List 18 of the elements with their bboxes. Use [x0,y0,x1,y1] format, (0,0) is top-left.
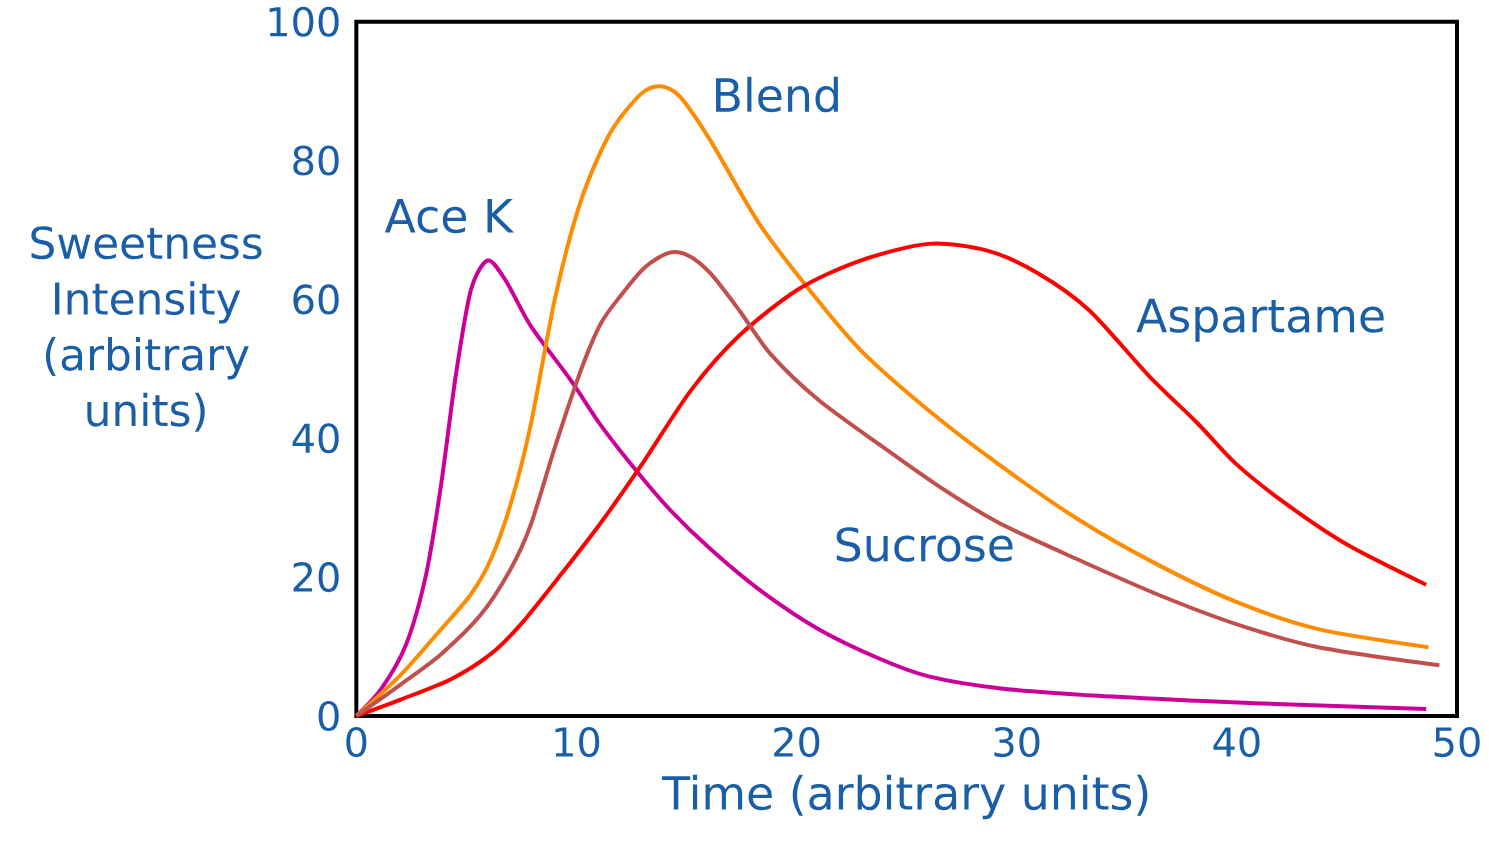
y-axis-title: Sweetness Intensity (arbitrary units) [31,225,262,432]
y-tick-label: 100 [269,6,339,37]
series-label: Aspartame [1136,298,1384,342]
x-tick-label: 20 [774,726,820,757]
series-label: Ace K [384,198,515,233]
y-tick-label: 0 [318,700,339,731]
y-tick-label: 80 [293,145,339,176]
x-tick-label: 30 [994,726,1040,757]
x-tick-label: 50 [1434,726,1480,757]
series-label: Sucrose [836,526,1013,562]
x-tick-label: 40 [1213,726,1260,757]
x-tick-label: 10 [555,726,600,757]
x-axis-title: Time (arbitrary units) [661,774,1148,819]
y-tick-label: 60 [293,284,339,315]
y-tick-label: 40 [292,422,339,454]
series-label: Blend [716,76,838,113]
y-tick-label: 20 [293,561,339,592]
x-tick-label: 0 [346,726,367,757]
